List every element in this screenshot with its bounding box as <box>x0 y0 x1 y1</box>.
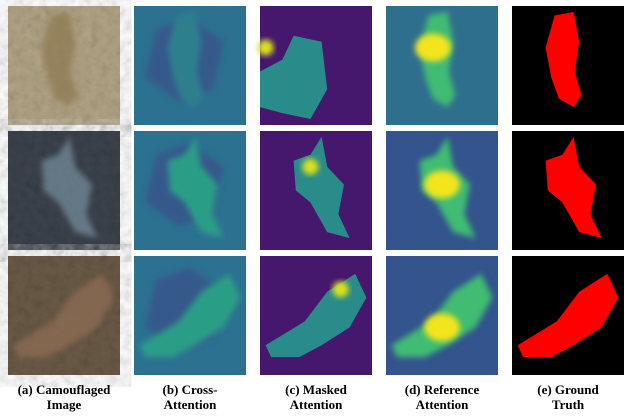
caption: Attention <box>164 397 217 412</box>
input-image <box>8 6 120 125</box>
cross-attention-map <box>134 131 246 250</box>
ground-truth <box>512 131 624 250</box>
caption: Attention <box>416 397 469 412</box>
hot-spot <box>424 313 460 341</box>
reference-attention-map <box>386 131 498 250</box>
figure: (a) CamouflagedImage(b) Cross-Attention(… <box>0 0 625 416</box>
cross-attention-map <box>134 6 246 125</box>
caption: Image <box>47 397 82 412</box>
hot-spot <box>333 281 349 297</box>
hot-spot <box>302 159 318 175</box>
masked-attention-map <box>260 131 372 250</box>
caption: (c) Masked <box>285 382 348 397</box>
caption: Truth <box>552 397 585 412</box>
reference-attention-map <box>386 256 498 375</box>
hot-spot <box>424 171 460 199</box>
caption: Attention <box>290 397 343 412</box>
caption: (d) Reference <box>405 382 480 397</box>
input-image <box>8 256 120 375</box>
input-image <box>8 131 120 250</box>
hot-spot <box>415 34 451 62</box>
caption: (a) Camouflaged <box>18 382 112 397</box>
masked-attention-map <box>260 256 372 375</box>
masked-attention-map <box>258 6 372 125</box>
cross-attention-map <box>134 256 246 375</box>
ground-truth <box>512 6 624 125</box>
ground-truth <box>512 256 624 375</box>
caption: (b) Cross- <box>162 382 217 397</box>
reference-attention-map <box>386 6 498 125</box>
hot-spot <box>258 40 274 56</box>
caption: (e) Ground <box>537 382 599 397</box>
